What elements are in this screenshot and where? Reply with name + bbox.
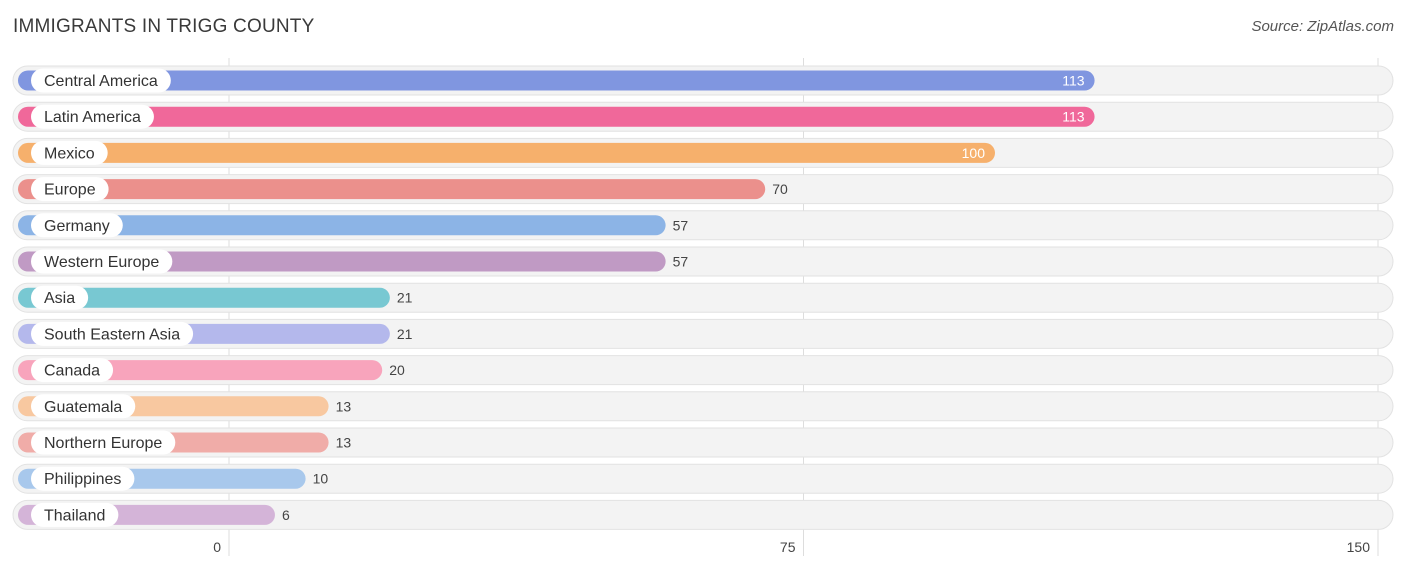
value-label: 21: [397, 326, 413, 342]
category-label-pill: [31, 140, 108, 165]
bar: [18, 215, 666, 236]
category-label-pill: [31, 249, 173, 274]
category-label: Philippines: [44, 471, 121, 488]
value-label: 113: [1062, 109, 1085, 125]
bar: [18, 70, 1095, 91]
category-label-pill: [31, 466, 135, 491]
category-label-pill: [31, 213, 123, 238]
value-label: 10: [313, 471, 329, 487]
bar-track: [12, 427, 1394, 458]
category-label-pill: [31, 104, 154, 129]
bar-row: Germany 57: [12, 210, 1394, 241]
bar: [18, 106, 1095, 127]
category-label: Guatemala: [44, 399, 122, 416]
value-label: 20: [389, 362, 405, 378]
x-axis: 0 75 150: [213, 539, 1370, 555]
bar: [18, 251, 666, 272]
bar-row: Northern Europe 13: [12, 427, 1394, 458]
category-label-pill: [31, 285, 89, 310]
bar-track: [12, 391, 1394, 422]
category-label: Central America: [44, 73, 158, 90]
chart-title: IMMIGRANTS IN TRIGG COUNTY: [13, 16, 315, 37]
category-label: Thailand: [44, 507, 105, 524]
category-label: Western Europe: [44, 254, 159, 271]
category-label-pill: [31, 502, 119, 527]
category-label-pill: [31, 68, 171, 93]
value-label: 6: [282, 507, 290, 523]
bar: [18, 287, 390, 308]
bar: [18, 179, 766, 200]
category-label: Northern Europe: [44, 435, 162, 452]
category-label-pill: [31, 321, 194, 346]
bar-row: Asia 21: [12, 282, 1394, 313]
tick-label: 150: [1347, 539, 1371, 555]
value-label: 113: [1062, 73, 1085, 89]
category-label: Mexico: [44, 145, 95, 162]
category-label: Germany: [44, 218, 110, 235]
bar-row: Mexico 100: [12, 137, 1394, 168]
value-label: 13: [336, 435, 352, 451]
bar-row: Canada 20: [12, 355, 1394, 386]
bar-row: South Eastern Asia 21: [12, 318, 1394, 349]
tick-label: 0: [213, 539, 221, 555]
category-label-pill: [31, 358, 114, 383]
source-credit: Source: ZipAtlas.com: [1251, 18, 1394, 35]
bar-rows: Central America 113 Latin America 113 Mexico…: [12, 65, 1394, 530]
bar-row: Europe 70: [12, 174, 1394, 205]
category-label: Latin America: [44, 109, 141, 126]
bar-row: Latin America 113: [12, 101, 1394, 132]
category-label: South Eastern Asia: [44, 326, 180, 343]
value-label: 21: [397, 290, 413, 306]
bar-track: [12, 463, 1394, 494]
bar-row: Central America 113: [12, 65, 1394, 96]
category-label: Canada: [44, 363, 100, 380]
tick-label: 75: [780, 539, 796, 555]
bar-track: [12, 499, 1394, 530]
value-label: 70: [772, 181, 788, 197]
bar: [18, 142, 995, 163]
category-label: Asia: [44, 290, 75, 307]
bar-row: Guatemala 13: [12, 391, 1394, 422]
value-label: 57: [673, 254, 689, 270]
category-label-pill: [31, 430, 176, 455]
bar-row: Western Europe 57: [12, 246, 1394, 277]
value-label: 100: [962, 145, 986, 161]
bar-row: Philippines 10: [12, 463, 1394, 494]
category-label-pill: [31, 177, 109, 202]
bar-row: Thailand 6: [12, 499, 1394, 530]
category-label-pill: [31, 394, 136, 419]
value-label: 57: [673, 217, 689, 233]
category-label: Europe: [44, 182, 96, 199]
value-label: 13: [336, 398, 352, 414]
